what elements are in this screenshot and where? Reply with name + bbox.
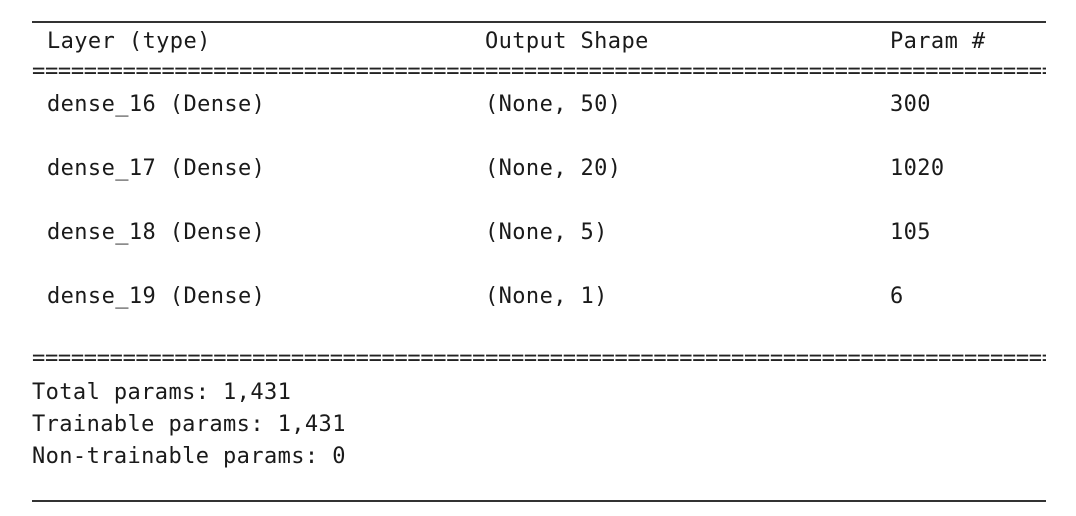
row-output-shape: (None, 5)	[485, 220, 608, 245]
row-output-shape: (None, 20)	[485, 156, 622, 181]
header-layer-type: Layer (type)	[47, 29, 211, 54]
row-layer-name: dense_18 (Dense)	[47, 220, 266, 245]
non-trainable-params: Non-trainable params: 0	[32, 444, 346, 469]
row-output-shape: (None, 1)	[485, 284, 608, 309]
row-param-count: 105	[890, 220, 931, 245]
row-param-count: 1020	[890, 156, 945, 181]
header-output-shape: Output Shape	[485, 29, 649, 54]
top-rule	[32, 21, 1046, 23]
bottom-rule	[32, 500, 1046, 502]
row-layer-name: dense_16 (Dense)	[47, 92, 266, 117]
row-output-shape: (None, 50)	[485, 92, 622, 117]
row-layer-name: dense_17 (Dense)	[47, 156, 266, 181]
header-param-count: Param #	[890, 29, 986, 54]
total-params: Total params: 1,431	[32, 380, 292, 405]
header-separator: ========================================…	[32, 66, 1046, 78]
row-layer-name: dense_19 (Dense)	[47, 284, 266, 309]
row-param-count: 300	[890, 92, 931, 117]
footer-separator: ========================================…	[32, 353, 1046, 365]
row-param-count: 6	[890, 284, 904, 309]
trainable-params: Trainable params: 1,431	[32, 412, 346, 437]
